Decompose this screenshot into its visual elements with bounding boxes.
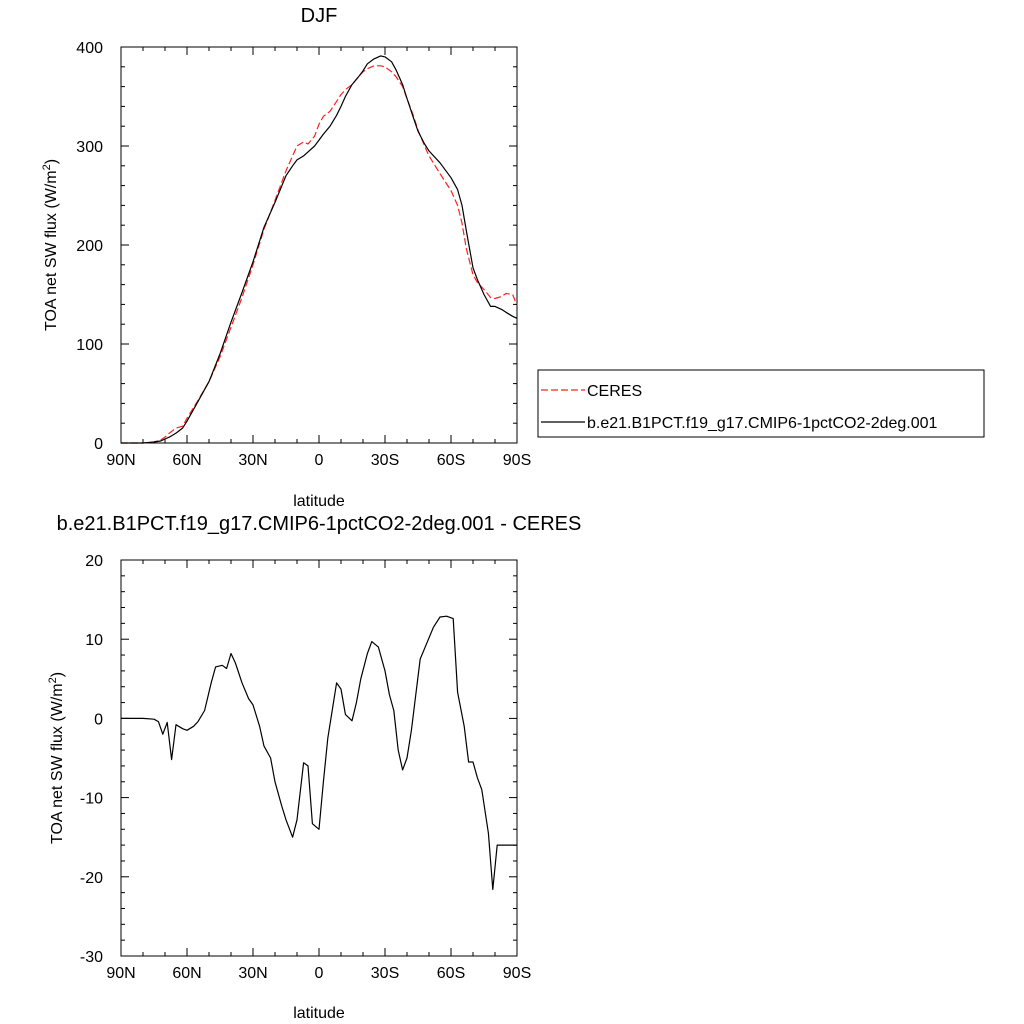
bottom-x-axis-title: latitude	[293, 1005, 345, 1022]
bottom-y-axis-title-main: TOA net SW flux (W/m	[49, 683, 66, 844]
top-y-tick-label: 400	[76, 40, 103, 57]
bottom-y-axis-title-sup: 2	[47, 677, 59, 683]
legend-ceres-label: CERES	[587, 383, 642, 400]
bottom-x-tick-label: 90N	[106, 965, 135, 982]
bottom-y-tick-label: -10	[80, 791, 103, 808]
legend-model-label: b.e21.B1PCT.f19_g17.CMIP6-1pctCO2-2deg.0…	[587, 415, 938, 432]
top-x-axis-title: latitude	[293, 493, 345, 510]
top-y-ticks: 0 100 200 300 400	[76, 40, 517, 453]
bottom-y-ticks: -30 -20 -10 0 10 20	[80, 553, 517, 966]
bottom-plot-title: b.e21.B1PCT.f19_g17.CMIP6-1pctCO2-2deg.0…	[57, 513, 582, 535]
top-series-line-model	[121, 55, 518, 444]
top-y-tick-label: 200	[76, 238, 103, 255]
bottom-y-tick-label: 20	[85, 553, 103, 570]
bottom-y-axis-title: TOA net SW flux (W/m2)	[47, 672, 66, 844]
bottom-x-tick-label: 60N	[172, 965, 201, 982]
top-x-tick-label: 0	[315, 452, 324, 469]
top-plot-title: DJF	[301, 5, 338, 27]
bottom-series-lines	[121, 615, 517, 891]
top-panel: DJF 90N 60N 30N 0 30S 60S 90S 0 100 200 300 400 la…	[41, 5, 985, 510]
top-y-axis-title-suffix: )	[43, 159, 60, 164]
bottom-x-tick-label: 60S	[437, 965, 465, 982]
bottom-x-tick-label: 0	[315, 965, 324, 982]
bottom-plot-frame	[120, 559, 518, 957]
top-plot-area: 90N 60N 30N 0 30S 60S 90S 0 100 200 300 400	[76, 40, 531, 469]
legend-box	[537, 369, 985, 438]
bottom-y-tick-label: 10	[85, 632, 103, 649]
top-x-tick-label: 60S	[437, 452, 465, 469]
top-plot-frame	[120, 46, 518, 444]
bottom-x-tick-label: 30N	[238, 965, 267, 982]
bottom-panel: b.e21.B1PCT.f19_g17.CMIP6-1pctCO2-2deg.0…	[47, 513, 581, 1022]
top-x-tick-label: 30N	[238, 452, 267, 469]
top-y-tick-label: 0	[94, 436, 103, 453]
top-series-lines	[121, 55, 518, 444]
top-x-tick-label: 90N	[106, 452, 135, 469]
top-y-tick-label: 300	[76, 139, 103, 156]
top-x-ticks: 90N 60N 30N 0 30S 60S 90S	[106, 47, 531, 469]
top-x-tick-label: 90S	[503, 452, 531, 469]
bottom-plot-area: 90N 60N 30N 0 30S 60S 90S -30 -20 -10 0 10 20	[80, 553, 531, 982]
bottom-x-tick-label: 30S	[371, 965, 399, 982]
bottom-y-tick-label: -30	[80, 949, 103, 966]
top-y-tick-label: 100	[76, 337, 103, 354]
top-x-tick-label: 30S	[371, 452, 399, 469]
top-y-axis-title: TOA net SW flux (W/m2)	[41, 159, 60, 331]
bottom-y-axis-title-suffix: )	[49, 672, 66, 677]
bottom-y-tick-label: -20	[80, 870, 103, 887]
bottom-x-ticks: 90N 60N 30N 0 30S 60S 90S	[106, 560, 531, 982]
bottom-series-line-model	[121, 615, 517, 891]
top-x-tick-label: 60N	[172, 452, 201, 469]
legend: CERES b.e21.B1PCT.f19_g17.CMIP6-1pctCO2-…	[537, 369, 985, 438]
bottom-y-tick-label: 0	[94, 711, 103, 728]
top-y-axis-title-main: TOA net SW flux (W/m	[43, 170, 60, 331]
bottom-x-tick-label: 90S	[503, 965, 531, 982]
top-y-axis-title-sup: 2	[41, 164, 53, 170]
top-series-line-ceres	[121, 65, 518, 444]
